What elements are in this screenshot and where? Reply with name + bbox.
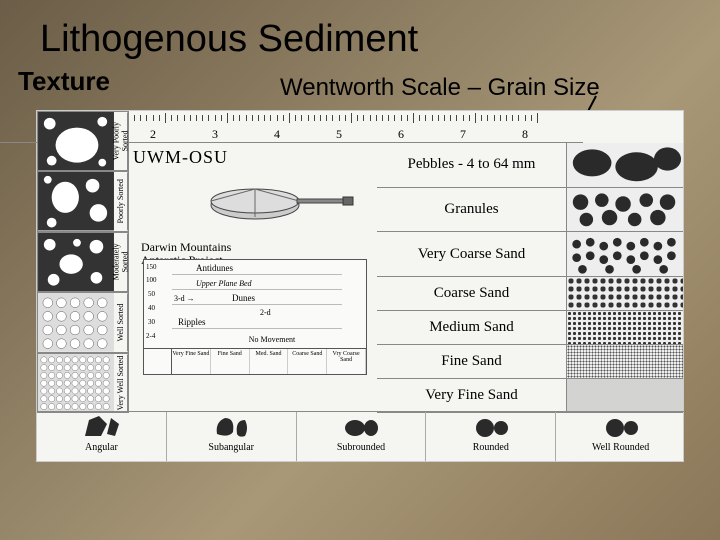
grain-texture-fine xyxy=(567,345,683,378)
uwm-block: UWM-OSU Darwin Mountains Antarctic Proje… xyxy=(133,147,377,251)
roundness-cell: Well Rounded xyxy=(556,412,685,461)
grain-texture-coarse xyxy=(567,277,683,310)
bedform-ytick: 40 xyxy=(148,304,155,312)
sorting-texture-very-well xyxy=(38,354,114,412)
roundness-cell: Subrounded xyxy=(297,412,427,461)
sorting-label: Well Sorted xyxy=(114,293,128,351)
grain-row: Fine Sand xyxy=(377,345,683,379)
roundness-label: Subangular xyxy=(208,442,254,453)
roundness-label: Well Rounded xyxy=(592,442,649,453)
grain-label: Pebbles - 4 to 64 mm xyxy=(377,143,567,187)
subtitle-wentworth: Wentworth Scale – Grain Size xyxy=(280,74,600,102)
bedform-xlabel: Vry Coarse Sand xyxy=(327,349,366,374)
sorting-label: Very Well Sorted xyxy=(114,354,128,412)
subangular-grain-icon xyxy=(211,414,251,440)
grain-label: Coarse Sand xyxy=(377,277,567,310)
grain-row: Medium Sand xyxy=(377,311,683,345)
grain-texture-granules xyxy=(567,188,683,232)
sorting-cell: Moderately Sorted xyxy=(37,232,129,292)
sorting-column: Very Poorly Sorted Poorly Sorted Moderat… xyxy=(37,111,129,413)
grain-row: Very Coarse Sand xyxy=(377,232,683,277)
bedform-row: Upper Plane Bed xyxy=(172,278,342,290)
bedform-xlabel: Med. Sand xyxy=(250,349,289,374)
grain-texture-medium xyxy=(567,311,683,344)
sorting-cell: Very Well Sorted xyxy=(37,353,129,413)
roundness-row: Angular Subangular Subrounded Rounded We… xyxy=(37,411,685,461)
sorting-label: Moderately Sorted xyxy=(114,233,128,291)
grain-texture-vcoarse xyxy=(567,232,683,276)
sorting-texture-moderate xyxy=(38,233,114,291)
bedform-row: Antidunes xyxy=(172,262,342,275)
bedform-xaxis: Very Fine Sand Fine Sand Med. Sand Coars… xyxy=(144,348,366,374)
angular-grain-icon xyxy=(81,414,121,440)
grain-label: Very Coarse Sand xyxy=(377,232,567,276)
bedform-xlabel: Coarse Sand xyxy=(288,349,327,374)
subrounded-grain-icon xyxy=(341,414,381,440)
sorting-label: Poorly Sorted xyxy=(114,172,128,230)
sorting-cell: Very Poorly Sorted xyxy=(37,111,129,171)
bedform-ytick: 150 xyxy=(146,263,157,271)
bedform-xlabel: Very Fine Sand xyxy=(172,349,211,374)
ruler-num: 8 xyxy=(522,127,528,142)
grain-label: Fine Sand xyxy=(377,345,567,378)
grain-texture-pebbles xyxy=(567,143,683,187)
roundness-cell: Subangular xyxy=(167,412,297,461)
grain-row: Coarse Sand xyxy=(377,277,683,311)
grain-row: Granules xyxy=(377,188,683,233)
bedform-chart: 150 100 50 40 30 2-4 Antidunes Upper Pla… xyxy=(143,259,367,375)
roundness-cell: Angular xyxy=(37,412,167,461)
roundness-label: Angular xyxy=(85,442,118,453)
tool-icon xyxy=(205,175,355,235)
sorting-cell: Well Sorted xyxy=(37,292,129,352)
ruler-num: 6 xyxy=(398,127,404,142)
center-block: UWM-OSU Darwin Mountains Antarctic Proje… xyxy=(133,111,377,413)
grain-column: Pebbles - 4 to 64 mm Granules Very Coars… xyxy=(377,143,683,413)
sorting-texture-poor xyxy=(38,172,114,230)
uwm-title: UWM-OSU xyxy=(133,147,377,168)
sorting-cell: Poorly Sorted xyxy=(37,171,129,231)
roundness-cell: Rounded xyxy=(426,412,556,461)
grain-label: Very Fine Sand xyxy=(377,379,567,412)
roundness-label: Rounded xyxy=(473,442,509,453)
bedform-ytick: 30 xyxy=(148,318,155,326)
bedform-xlabel: Fine Sand xyxy=(211,349,250,374)
grain-texture-vfine xyxy=(567,379,683,412)
sorting-label: Very Poorly Sorted xyxy=(114,112,128,170)
grain-row: Very Fine Sand xyxy=(377,379,683,413)
bedform-ytick: 2-4 xyxy=(146,332,155,340)
roundness-label: Subrounded xyxy=(337,442,385,453)
page-title: Lithogenous Sediment xyxy=(40,18,418,61)
grain-row: Pebbles - 4 to 64 mm xyxy=(377,143,683,188)
grain-label: Granules xyxy=(377,188,567,232)
sorting-texture-very-poor xyxy=(38,112,114,170)
rounded-grain-icon xyxy=(471,414,511,440)
grain-label: Medium Sand xyxy=(377,311,567,344)
bedform-ytick: 50 xyxy=(148,290,155,298)
bedform-row: Ripples xyxy=(172,316,342,329)
well-rounded-grain-icon xyxy=(601,414,641,440)
bedform-row: Dunes xyxy=(172,292,342,305)
wentworth-diagram: cm 1 2 3 4 5 6 7 8 Very Poorly Sorted Po… xyxy=(36,110,684,462)
bedform-row: No Movement xyxy=(172,334,342,345)
sorting-texture-well xyxy=(38,293,114,351)
subtitle-texture: Texture xyxy=(18,66,110,97)
ruler-num: 7 xyxy=(460,127,466,142)
bedform-ytick: 100 xyxy=(146,276,157,284)
